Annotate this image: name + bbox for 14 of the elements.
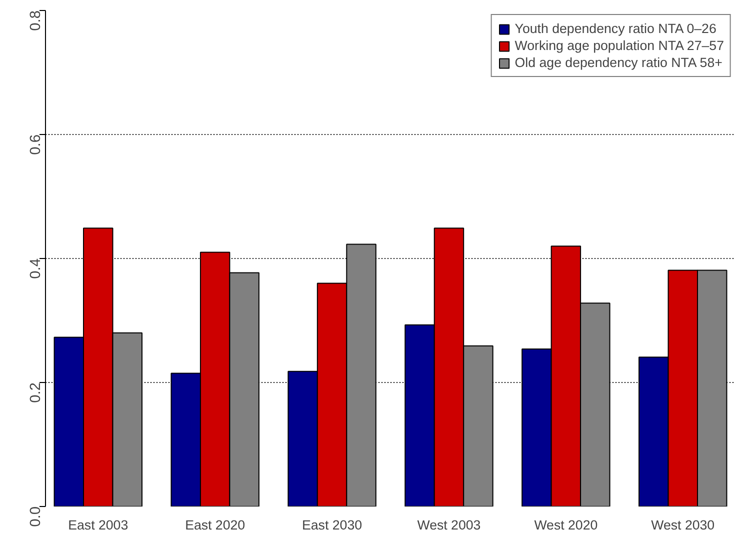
x-tick-label: East 2020 — [185, 518, 246, 532]
legend-label: Youth dependency ratio NTA 0–26 — [514, 21, 716, 36]
y-tick-label: 0.4 — [28, 258, 44, 279]
y-tick-label: 0.8 — [28, 10, 44, 31]
x-tick-label: East 2003 — [68, 518, 128, 532]
y-tick-label: 0.2 — [28, 382, 44, 403]
legend-label: Old age dependency ratio NTA 58+ — [514, 55, 722, 70]
x-tick-label: West 2020 — [534, 518, 598, 532]
legend-label: Working age population NTA 27–57 — [514, 38, 724, 53]
x-tick-label: East 2030 — [302, 518, 362, 532]
x-tick-label: West 2003 — [417, 518, 481, 532]
y-tick-label: 0.0 — [28, 506, 44, 527]
y-tick-label: 0.6 — [28, 134, 44, 155]
x-tick-label: West 2030 — [651, 518, 715, 532]
